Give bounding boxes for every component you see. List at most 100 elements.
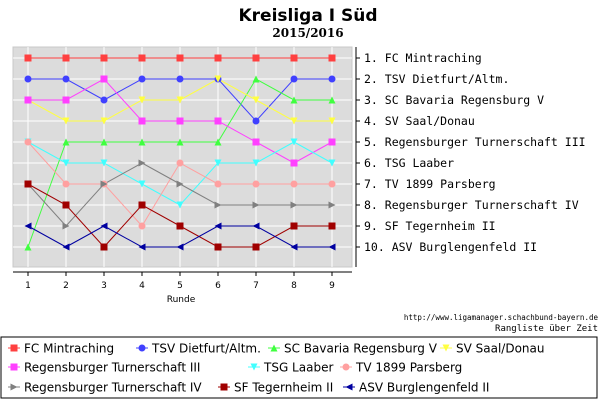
chart-subtitle: 2015/2016 <box>272 26 343 40</box>
point-s6-r5 <box>176 201 184 209</box>
x-axis-label: Runde <box>167 295 196 305</box>
x-tick-label-8: 8 <box>291 281 297 291</box>
legend-label-3: SC Bavaria Regensburg V <box>284 342 438 356</box>
point-s9-r4 <box>138 201 146 209</box>
point-s4-r5 <box>176 96 184 104</box>
point-s9-r2 <box>62 201 70 209</box>
point-s7-r4 <box>138 222 146 230</box>
point-s10-r5 <box>176 243 184 251</box>
point-s7-r7 <box>252 180 260 188</box>
point-s2-r7 <box>252 117 260 125</box>
point-s2-r2 <box>62 75 70 83</box>
point-s3-r4 <box>138 138 146 146</box>
legend-label-6: TSG Laaber <box>263 361 333 375</box>
legend-item-5: Regensburger Turnerschaft III <box>8 361 200 375</box>
rank-label-2: 2. TSV Dietfurt/Altm. <box>364 72 509 86</box>
point-s9-r1 <box>24 180 32 188</box>
point-s9-r6 <box>214 243 222 251</box>
point-s8-r2 <box>62 222 70 230</box>
point-s5-r7 <box>252 138 260 146</box>
point-s10-r9 <box>328 243 336 251</box>
legend-label-5: Regensburger Turnerschaft III <box>24 361 200 375</box>
point-s3-r9 <box>328 96 336 104</box>
point-s9-r9 <box>328 222 336 230</box>
legend-item-1: FC Mintraching <box>8 342 114 356</box>
point-s3-r2 <box>62 138 70 146</box>
x-tick-label-9: 9 <box>329 281 335 291</box>
point-s4-r7 <box>252 96 260 104</box>
point-s1-r9 <box>328 54 336 62</box>
point-s8-r8 <box>290 201 298 209</box>
legend-swatch-marker-2 <box>138 344 146 352</box>
point-s3-r6 <box>214 138 222 146</box>
point-s10-r7 <box>252 222 260 230</box>
legend-swatch-marker-10 <box>345 383 353 391</box>
point-s3-r5 <box>176 138 184 146</box>
point-s10-r8 <box>290 243 298 251</box>
legend-label-8: Regensburger Turnerschaft IV <box>24 381 202 395</box>
legend-swatch-marker-3 <box>270 344 278 352</box>
rank-label-6: 6. TSG Laaber <box>364 156 454 170</box>
legend-swatch-marker-9 <box>220 383 228 391</box>
point-s4-r8 <box>290 117 298 125</box>
point-s10-r4 <box>138 243 146 251</box>
point-s8-r9 <box>328 201 336 209</box>
point-s1-r3 <box>100 54 108 62</box>
x-tick-label-5: 5 <box>177 281 183 291</box>
x-tick-label-4: 4 <box>139 281 145 291</box>
point-s10-r6 <box>214 222 222 230</box>
legend-item-3: SC Bavaria Regensburg V <box>268 342 438 356</box>
legend <box>0 336 598 399</box>
point-s1-r1 <box>24 54 32 62</box>
point-s6-r2 <box>62 159 70 167</box>
x-tick-label-6: 6 <box>215 281 221 291</box>
rank-label-7: 7. TV 1899 Parsberg <box>364 177 496 191</box>
point-s3-r8 <box>290 96 298 104</box>
point-s4-r9 <box>328 117 336 125</box>
point-s6-r8 <box>290 138 298 146</box>
x-tick-labels: 1 2 3 4 5 6 7 8 9 <box>25 281 335 291</box>
point-s1-r5 <box>176 54 184 62</box>
point-s5-r6 <box>214 117 222 125</box>
legend-label-1: FC Mintraching <box>24 342 114 356</box>
point-s8-r7 <box>252 201 260 209</box>
legend-label-9: SF Tegernheim II <box>234 381 333 395</box>
point-s4-r6 <box>214 75 222 83</box>
legend-swatch-marker-1 <box>10 344 18 352</box>
point-s5-r1 <box>24 96 32 104</box>
point-s9-r8 <box>290 222 298 230</box>
legend-item-2: TSV Dietfurt/Altm. <box>136 342 261 356</box>
chart-title: Kreisliga I Süd <box>238 6 377 26</box>
point-s1-r4 <box>138 54 146 62</box>
legend-label-7: TV 1899 Parsberg <box>355 361 462 375</box>
rank-label-1: 1. FC Mintraching <box>364 51 482 65</box>
point-s6-r4 <box>138 180 146 188</box>
point-s7-r9 <box>328 180 336 188</box>
point-s2-r4 <box>138 75 146 83</box>
series-markers <box>24 54 336 251</box>
point-s8-r5 <box>176 180 184 188</box>
point-s6-r7 <box>252 159 260 167</box>
point-s8-r6 <box>214 201 222 209</box>
rank-labels: 1. FC Mintraching 2. TSV Dietfurt/Altm. 3.… <box>364 51 586 254</box>
point-s5-r2 <box>62 96 70 104</box>
rank-label-5: 5. Regensburger Turnerschaft III <box>364 135 586 149</box>
legend-label-2: TSV Dietfurt/Altm. <box>151 342 261 356</box>
point-s9-r5 <box>176 222 184 230</box>
rank-label-3: 3. SC Bavaria Regensburg V <box>364 93 544 107</box>
plot-background <box>12 46 353 268</box>
point-s8-r3 <box>100 180 108 188</box>
point-s7-r6 <box>214 180 222 188</box>
legend-swatch-marker-7 <box>342 363 350 371</box>
point-s8-r4 <box>138 159 146 167</box>
legend-item-4: SV Saal/Donau <box>440 342 545 356</box>
point-s7-r1 <box>24 138 32 146</box>
point-s2-r8 <box>290 75 298 83</box>
legend-swatch-marker-5 <box>10 363 18 371</box>
rank-label-8: 8. Regensburger Turnerschaft IV <box>364 198 579 212</box>
point-s7-r2 <box>62 180 70 188</box>
x-tick-label-3: 3 <box>101 281 107 291</box>
point-s9-r7 <box>252 243 260 251</box>
footer-note: Rangliste über Zeit <box>495 324 598 334</box>
